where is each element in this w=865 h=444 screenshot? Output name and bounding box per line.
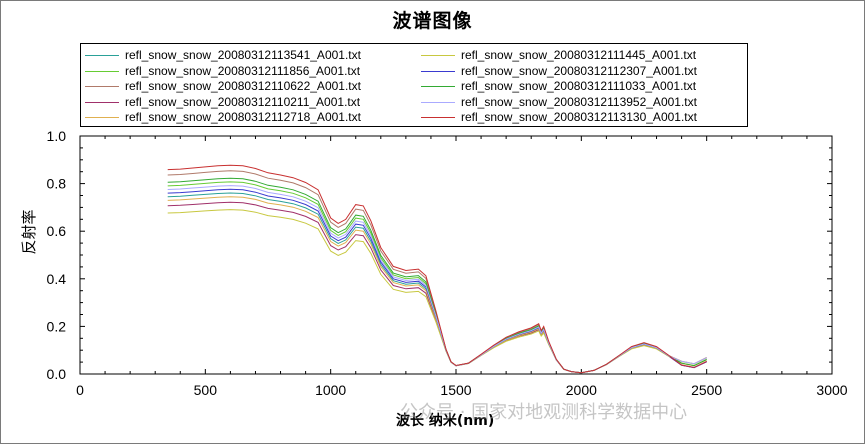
series-line: [167, 201, 707, 374]
y-tick-label: 0.4: [47, 271, 67, 287]
legend-label: refl_snow_snow_20080312110211_A001.txt: [125, 94, 361, 109]
legend-swatch: [85, 70, 119, 72]
y-axis-label: 反射率: [20, 209, 39, 255]
y-tick-label: 0.0: [47, 366, 67, 382]
series-line: [167, 192, 707, 374]
legend-label: refl_snow_snow_20080312113952_A001.txt: [461, 94, 697, 109]
legend-swatch: [85, 55, 119, 56]
legend-label: refl_snow_snow_20080312111445_A001.txt: [461, 48, 697, 62]
legend-label: refl_snow_snow_20080312112718_A001.txt: [125, 110, 361, 124]
legend-label: refl_snow_snow_20080312110622_A001.txt: [125, 79, 361, 93]
series-line: [167, 188, 707, 374]
y-tick-label: 0.6: [47, 223, 67, 239]
legend-label: refl_snow_snow_20080312111033_A001.txt: [461, 79, 697, 93]
series-line: [167, 196, 707, 374]
x-tick-label: 500: [194, 382, 218, 398]
series-line: [167, 185, 707, 374]
legend-swatch: [421, 101, 455, 103]
series-line: [167, 170, 707, 374]
plot-border: [79, 135, 833, 375]
x-tick-label: 0: [76, 382, 84, 398]
legend-swatch: [85, 86, 119, 87]
legend-swatch: [421, 55, 455, 56]
legend-swatch: [85, 117, 119, 118]
legend: refl_snow_snow_20080312113541_A001.txt re…: [80, 43, 748, 127]
x-tick-label: 3000: [816, 382, 847, 398]
legend-label: refl_snow_snow_20080312112307_A001.txt: [461, 63, 697, 78]
x-tick-label: 1000: [315, 382, 346, 398]
y-tick-label: 1.0: [47, 128, 67, 144]
legend-swatch: [421, 86, 455, 87]
chart-title: 波谱图像: [392, 10, 473, 32]
legend-swatch: [85, 101, 119, 103]
x-tick-label: 2500: [691, 382, 722, 398]
legend-label: refl_snow_snow_20080312113130_A001.txt: [461, 110, 697, 124]
x-tick-label: 1500: [440, 382, 471, 398]
legend-label: refl_snow_snow_20080312113541_A001.txt: [125, 48, 361, 62]
series-line: [167, 164, 707, 374]
y-tick-label: 0.2: [47, 318, 67, 334]
legend-label: refl_snow_snow_20080312111856_A001.txt: [125, 63, 361, 78]
series-line: [167, 209, 707, 374]
series-line: [167, 177, 707, 374]
legend-swatch: [421, 117, 455, 118]
y-tick-label: 0.8: [47, 176, 67, 192]
x-tick-label: 2000: [566, 382, 597, 398]
watermark: 公众号 · 国家对地观测科学数据中心: [400, 402, 688, 423]
legend-swatch: [421, 70, 455, 72]
x-axis-label: 波长 纳米(nm): [396, 413, 495, 429]
